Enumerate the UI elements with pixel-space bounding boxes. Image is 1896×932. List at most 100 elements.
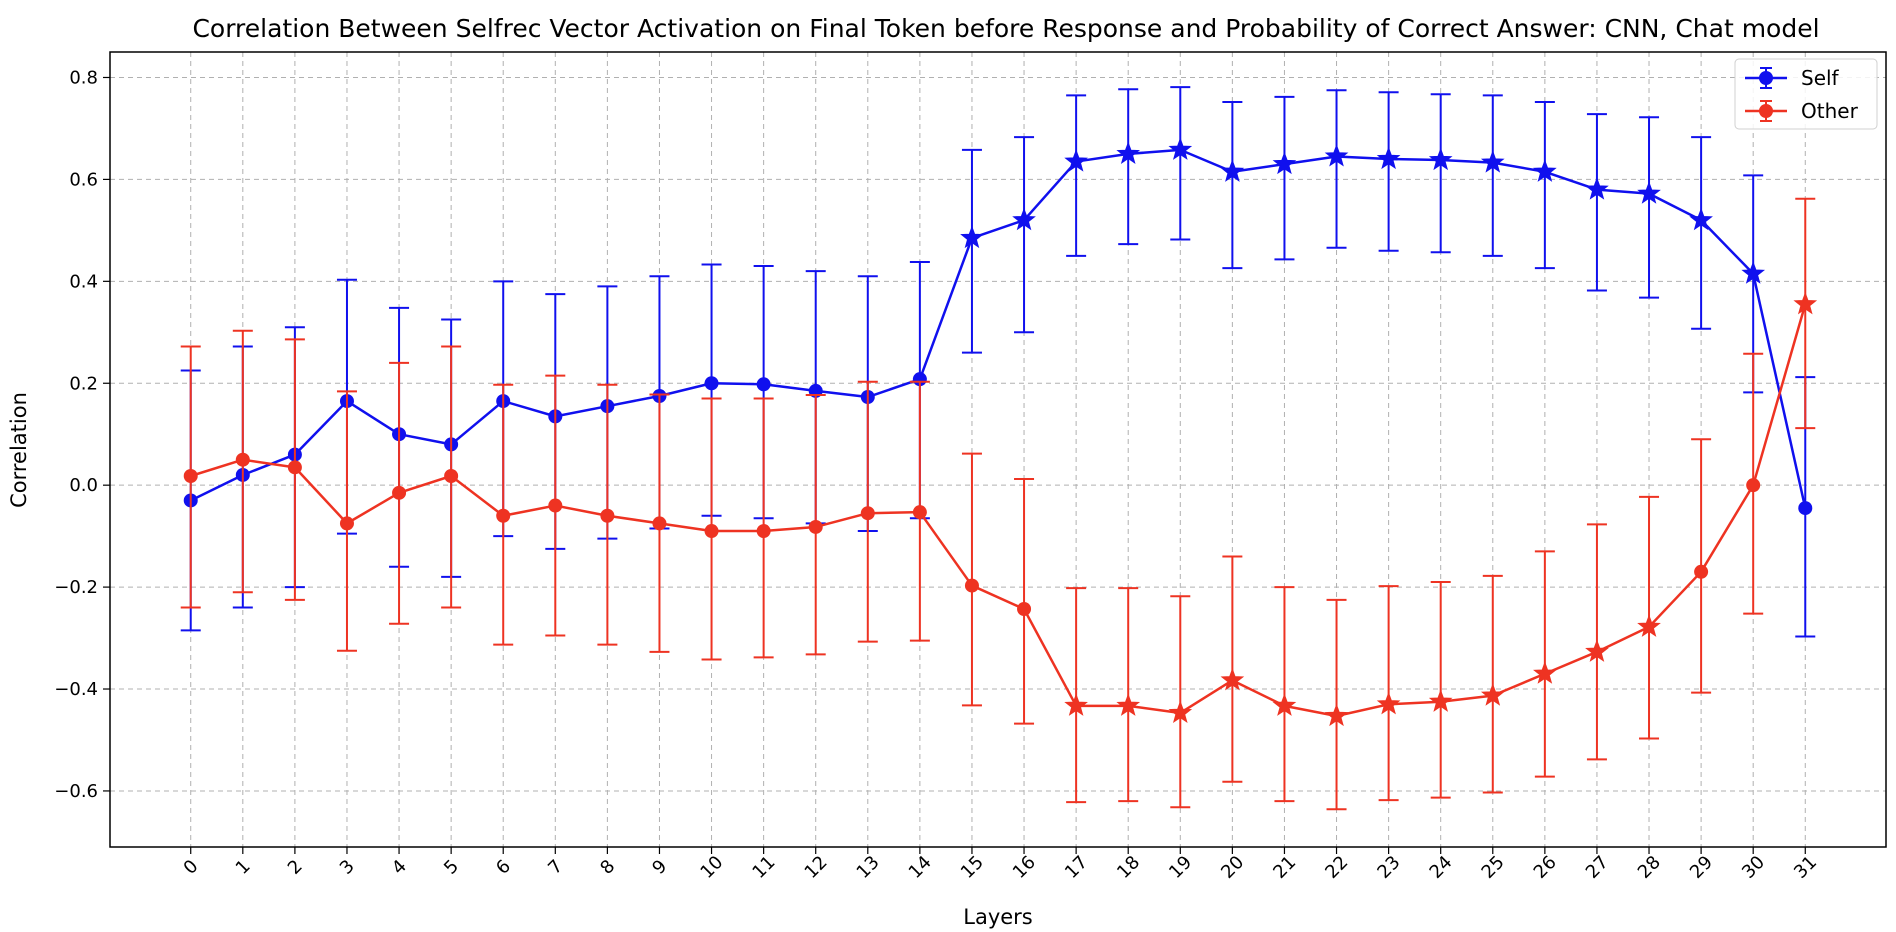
data-point [1220,667,1245,691]
x-tick-label: 8 [596,856,619,879]
data-point [1272,693,1297,716]
y-tick-label: −0.4 [54,679,98,700]
data-point [1741,261,1766,284]
x-tick-label: 10 [696,852,727,883]
data-point [1637,614,1661,637]
x-tick-label: 27 [1582,852,1613,883]
data-point [1533,661,1557,684]
data-point [496,508,511,523]
y-tick-label: −0.2 [54,577,98,598]
data-point [183,469,198,483]
data-point [1689,207,1713,231]
x-tick-label: 26 [1530,852,1561,883]
x-tick-label: 25 [1478,852,1509,883]
data-point [339,516,354,531]
data-point [1793,291,1818,315]
data-point [1376,146,1401,170]
data-point [1116,141,1141,164]
x-tick-label: 23 [1373,852,1404,883]
grid [110,52,1886,847]
data-point [960,225,984,249]
data-point [704,524,719,539]
data-point [1012,207,1036,231]
legend-label-self: Self [1801,66,1840,90]
y-tick-label: 0.0 [69,475,98,496]
x-tick-label: 5 [440,856,463,879]
data-point [1324,703,1349,727]
x-tick-label: 12 [801,852,832,883]
x-tick-label: 18 [1113,852,1144,883]
x-tick-label: 4 [388,856,411,879]
series-self [180,86,1816,638]
x-tick-label: 7 [544,856,567,879]
x-tick-label: 3 [336,856,359,879]
x-tick-label: 24 [1426,852,1457,883]
data-point [287,460,302,475]
data-point [1064,149,1088,172]
axes-frame [109,51,1887,848]
data-point [756,524,771,539]
data-point [1480,683,1505,706]
x-tick-label: 13 [853,852,884,883]
y-tick-label: 0.8 [69,67,98,88]
legend: Self Other [1734,58,1878,130]
chart-title: Correlation Between Selfrec Vector Activ… [192,14,1819,43]
legend-marker [1759,104,1773,118]
x-tick-label: 14 [905,852,936,883]
series-line [190,303,1807,718]
x-tick-label: 1 [232,856,255,879]
legend-marker [1759,71,1773,85]
data-point [1272,151,1297,175]
x-tick-label: 0 [180,856,203,879]
x-tick-label: 9 [648,856,671,879]
data-point [704,376,719,391]
data-point [1220,159,1245,182]
axes-ticks: 0 1 2 3 4 5 6 7 8 9 10 11 12 13 14 15 16 17 18 19 20 21 22 23 24… [54,67,1821,882]
data-point [600,508,615,523]
data-point [1694,564,1709,579]
data-point [1533,159,1557,182]
data-point [392,485,407,500]
x-tick-label: 16 [1009,852,1040,883]
legend-label-other: Other [1801,99,1859,123]
x-tick-label: 15 [957,852,988,883]
y-tick-label: 0.4 [69,271,98,292]
data-point [1746,478,1761,493]
x-tick-label: 20 [1217,852,1248,883]
x-tick-label: 30 [1738,852,1769,883]
data-point [444,469,459,483]
data-point [964,578,979,593]
y-axis-label: Correlation [7,392,31,508]
data-point [1324,144,1349,167]
x-tick-label: 29 [1686,852,1717,883]
x-tick-label: 2 [284,856,307,879]
data-point [1116,693,1141,716]
x-tick-label: 28 [1634,852,1665,883]
data-point [1376,691,1401,715]
y-tick-label: 0.6 [69,169,98,190]
y-tick-label: 0.2 [69,373,98,394]
x-tick-label: 17 [1061,852,1092,883]
data-point [652,516,667,531]
data-point [1064,693,1088,716]
data-point [1428,689,1453,712]
x-axis-label: Layers [963,905,1033,929]
x-tick-label: 6 [492,856,515,879]
x-tick-label: 21 [1269,852,1300,883]
data-point [1637,181,1661,204]
data-point [1428,147,1453,171]
x-tick-label: 11 [748,852,779,883]
x-tick-label: 22 [1321,852,1352,883]
data-point [860,506,875,521]
data-point [912,505,927,520]
data-point [1480,150,1505,173]
plot-area [180,86,1818,811]
series-line [190,148,1807,509]
data-point [808,519,823,534]
data-point [1585,177,1609,200]
data-point [756,377,771,392]
data-point [1017,602,1032,617]
y-tick-label: −0.6 [54,781,98,802]
x-tick-label: 19 [1165,852,1196,883]
